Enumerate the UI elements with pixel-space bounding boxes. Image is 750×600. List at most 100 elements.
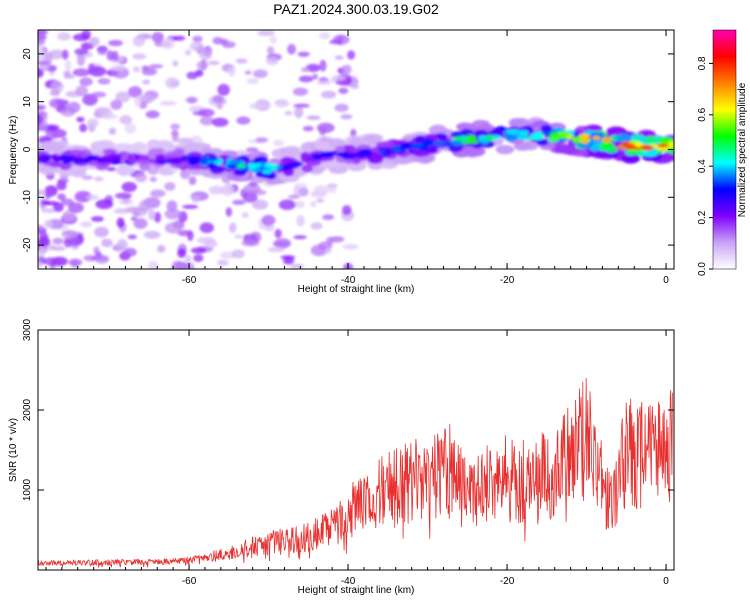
heatmap-cell — [336, 151, 351, 158]
heatmap-cell — [305, 63, 321, 73]
heatmap-cell — [207, 156, 219, 161]
heatmap-cell — [40, 208, 58, 213]
heatmap-cell — [313, 153, 322, 159]
heatmap-cell — [225, 207, 233, 217]
y-tick-label: -20 — [22, 237, 33, 252]
heatmap-cell — [38, 104, 46, 111]
heatmap-cell — [326, 236, 335, 245]
heatmap-cell — [605, 146, 618, 154]
heatmap-cell — [89, 36, 100, 47]
heatmap-cell — [496, 145, 512, 155]
heatmap-cell — [243, 184, 261, 195]
heatmap-cell — [86, 118, 99, 128]
heatmap-cell — [93, 176, 104, 182]
heatmap-cell — [127, 234, 137, 240]
heatmap-cell — [183, 142, 204, 153]
heatmap-cell — [296, 215, 305, 227]
heatmap-cell — [173, 147, 185, 157]
heatmap-cell — [170, 81, 180, 86]
heatmap-cell — [466, 139, 480, 144]
heatmap-cell — [143, 230, 161, 239]
heatmap-cell — [119, 114, 132, 125]
heatmap-cell — [133, 218, 148, 229]
heatmap-cell — [479, 138, 490, 145]
heatmap-cell — [251, 199, 269, 210]
heatmap-cell — [108, 39, 124, 47]
heatmap-cell — [130, 216, 137, 221]
x-tick-label: -20 — [500, 275, 515, 286]
heatmap-cell — [504, 134, 518, 142]
heatmap-cell — [255, 137, 269, 143]
heatmap-cell — [191, 195, 201, 203]
heatmap-cell — [110, 99, 123, 110]
spectrogram-heatmap — [38, 30, 674, 269]
y-tick-label: 2000 — [22, 398, 33, 421]
heatmap-cell — [294, 106, 304, 119]
heatmap-cell — [171, 261, 189, 269]
heatmap-cell — [319, 59, 327, 72]
heatmap-cell — [149, 176, 157, 182]
heatmap-cell — [105, 166, 118, 172]
heatmap-cell — [38, 114, 44, 125]
heatmap-cell — [242, 192, 258, 203]
heatmap-cell — [77, 54, 86, 67]
heatmap-cell — [102, 113, 118, 120]
heatmap-cell — [313, 141, 332, 150]
snr-y-label: SNR (10 * v/v) — [8, 418, 19, 482]
heatmap-cell — [329, 39, 342, 45]
y-tick-label: 10 — [22, 96, 33, 108]
heatmap-cell — [241, 239, 260, 247]
heatmap-cell — [184, 255, 192, 263]
heatmap-cell — [261, 214, 276, 226]
heatmap-cell — [207, 60, 220, 65]
heatmap-cell — [49, 98, 66, 109]
heatmap-cell — [44, 191, 52, 200]
heatmap-cell — [81, 30, 92, 40]
heatmap-cell — [263, 162, 275, 169]
heatmap-cell — [190, 247, 207, 254]
heatmap-cell — [592, 135, 601, 141]
x-tick-label: 0 — [663, 576, 669, 587]
heatmap-cell — [93, 246, 100, 256]
heatmap-cell — [422, 138, 434, 146]
heatmap-cell — [148, 64, 164, 69]
heatmap-cell — [341, 204, 352, 216]
x-tick-label: -40 — [341, 576, 356, 587]
heatmap-cell — [186, 71, 199, 80]
heatmap-cell — [149, 189, 166, 198]
heatmap-cell — [234, 150, 247, 155]
heatmap-cell — [177, 248, 187, 259]
heatmap-cell — [229, 222, 237, 234]
heatmap-cell — [293, 235, 307, 240]
colorbar-gradient — [713, 30, 736, 269]
heatmap-cell — [39, 164, 58, 176]
heatmap-cell — [364, 151, 373, 158]
snr-frame — [37, 329, 675, 571]
heatmap-cell — [180, 169, 191, 180]
heatmap-cell — [217, 259, 229, 266]
heatmap-cell — [252, 69, 268, 79]
y-tick-label: 20 — [22, 48, 33, 60]
heatmap-cell — [121, 181, 137, 193]
heatmap-cell — [463, 147, 480, 158]
heatmap-cell — [667, 140, 674, 148]
heatmap-cell — [294, 161, 304, 167]
heatmap-cell — [324, 248, 332, 254]
heatmap-cell — [231, 249, 245, 259]
heatmap-cell — [274, 100, 290, 108]
heatmap-cell — [184, 49, 192, 56]
heatmap-cell — [293, 186, 300, 198]
heatmap-cell — [363, 133, 384, 144]
heatmap-cell — [177, 229, 193, 237]
heatmap-cell — [208, 185, 224, 195]
spectrogram-x-axis: -60 -40 -20 0 — [45, 30, 669, 286]
heatmap-cell — [241, 212, 249, 219]
heatmap-cell — [432, 140, 445, 147]
heatmap-cell — [90, 216, 104, 222]
heatmap-cell — [298, 75, 314, 83]
heatmap-cell — [225, 181, 232, 193]
heatmap-cell — [166, 200, 178, 212]
heatmap-cell — [101, 154, 112, 162]
heatmap-cell — [249, 103, 262, 109]
heatmap-cell — [316, 198, 325, 203]
